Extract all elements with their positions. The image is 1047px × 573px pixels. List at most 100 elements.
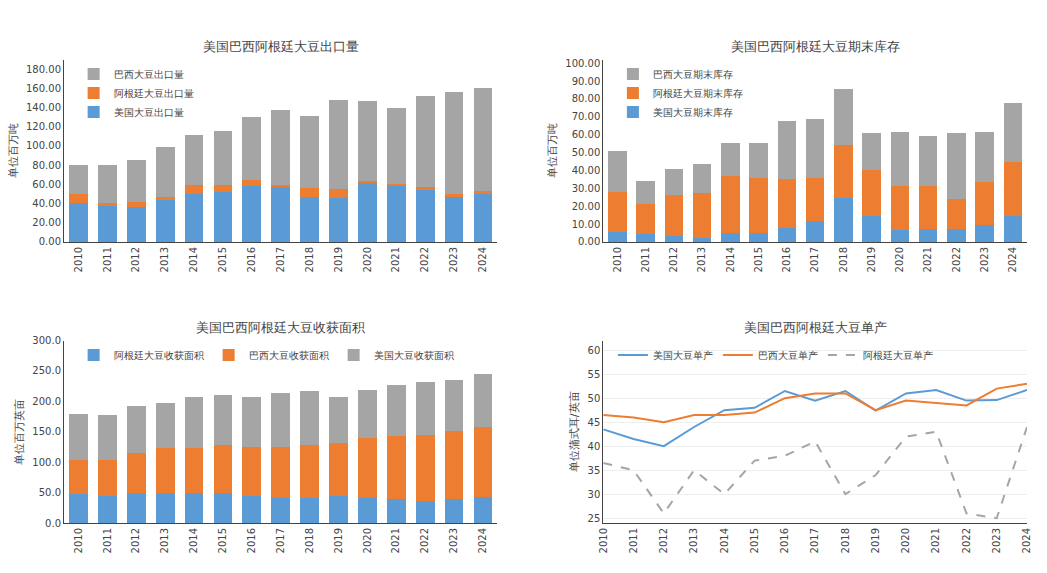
svg-text:80.00: 80.00 bbox=[572, 93, 601, 104]
svg-text:巴西大豆单产: 巴西大豆单产 bbox=[758, 350, 818, 361]
svg-text:2016: 2016 bbox=[779, 528, 790, 553]
svg-text:美国大豆期末库存: 美国大豆期末库存 bbox=[653, 107, 733, 118]
svg-text:200.0: 200.0 bbox=[32, 396, 61, 407]
svg-text:阿根廷大豆单产: 阿根廷大豆单产 bbox=[863, 350, 933, 361]
svg-text:160.00: 160.00 bbox=[26, 83, 61, 94]
svg-text:美国巴西阿根廷大豆出口量: 美国巴西阿根廷大豆出口量 bbox=[203, 39, 359, 54]
svg-text:50.00: 50.00 bbox=[572, 147, 601, 158]
svg-text:2011: 2011 bbox=[102, 247, 113, 272]
svg-text:90.00: 90.00 bbox=[572, 76, 601, 87]
svg-text:2016: 2016 bbox=[246, 528, 257, 553]
svg-text:2010: 2010 bbox=[612, 247, 623, 272]
svg-text:2022: 2022 bbox=[419, 247, 430, 272]
svg-text:2024: 2024 bbox=[477, 247, 488, 272]
svg-text:30: 30 bbox=[588, 489, 601, 500]
svg-text:2021: 2021 bbox=[390, 528, 401, 553]
svg-text:美国大豆收获面积: 美国大豆收获面积 bbox=[374, 350, 454, 361]
svg-text:45: 45 bbox=[588, 417, 601, 428]
svg-text:2012: 2012 bbox=[658, 528, 669, 553]
svg-text:巴西大豆出口量: 巴西大豆出口量 bbox=[114, 69, 184, 80]
svg-text:2022: 2022 bbox=[419, 528, 430, 553]
svg-text:2016: 2016 bbox=[781, 247, 792, 272]
svg-text:阿根廷大豆期末库存: 阿根廷大豆期末库存 bbox=[653, 88, 743, 99]
svg-text:0.00: 0.00 bbox=[39, 236, 61, 247]
svg-text:美国大豆出口量: 美国大豆出口量 bbox=[114, 107, 184, 118]
svg-text:40.00: 40.00 bbox=[32, 198, 61, 209]
svg-text:2018: 2018 bbox=[838, 247, 849, 272]
svg-text:140.00: 140.00 bbox=[26, 102, 61, 113]
svg-text:单位百万英亩: 单位百万英亩 bbox=[13, 399, 26, 465]
svg-text:2020: 2020 bbox=[900, 528, 911, 553]
svg-text:2021: 2021 bbox=[930, 528, 941, 553]
svg-text:150.0: 150.0 bbox=[32, 426, 61, 437]
svg-text:2024: 2024 bbox=[1007, 247, 1018, 272]
svg-text:2020: 2020 bbox=[894, 247, 905, 272]
svg-text:2014: 2014 bbox=[725, 247, 736, 272]
svg-text:2010: 2010 bbox=[73, 528, 84, 553]
svg-text:20.00: 20.00 bbox=[32, 217, 61, 228]
svg-text:60.00: 60.00 bbox=[32, 179, 61, 190]
svg-text:单位百万吨: 单位百万吨 bbox=[546, 123, 559, 178]
svg-text:2018: 2018 bbox=[304, 247, 315, 272]
svg-text:2018: 2018 bbox=[840, 528, 851, 553]
svg-text:美国大豆单产: 美国大豆单产 bbox=[653, 350, 713, 361]
svg-text:2018: 2018 bbox=[304, 528, 315, 553]
svg-text:2023: 2023 bbox=[991, 528, 1002, 553]
svg-text:2014: 2014 bbox=[719, 528, 730, 553]
svg-text:300.0: 300.0 bbox=[32, 335, 61, 346]
svg-text:2013: 2013 bbox=[159, 528, 170, 553]
svg-text:0.00: 0.00 bbox=[578, 236, 600, 247]
svg-text:50.0: 50.0 bbox=[39, 487, 61, 498]
svg-text:2021: 2021 bbox=[922, 247, 933, 272]
svg-text:40: 40 bbox=[588, 441, 601, 452]
svg-text:2012: 2012 bbox=[130, 528, 141, 553]
svg-text:2019: 2019 bbox=[866, 247, 877, 272]
svg-text:2013: 2013 bbox=[159, 247, 170, 272]
svg-text:2013: 2013 bbox=[688, 528, 699, 553]
svg-text:单位蒲式耳/英亩: 单位蒲式耳/英亩 bbox=[568, 391, 581, 472]
svg-text:2011: 2011 bbox=[102, 528, 113, 553]
svg-text:2014: 2014 bbox=[188, 528, 199, 553]
svg-text:250.0: 250.0 bbox=[32, 365, 61, 376]
svg-text:70.00: 70.00 bbox=[572, 111, 601, 122]
svg-text:60: 60 bbox=[588, 345, 601, 356]
svg-text:2012: 2012 bbox=[130, 247, 141, 272]
svg-text:巴西大豆期末库存: 巴西大豆期末库存 bbox=[653, 69, 733, 80]
svg-text:美国巴西阿根廷大豆单产: 美国巴西阿根廷大豆单产 bbox=[744, 320, 887, 335]
svg-text:2016: 2016 bbox=[246, 247, 257, 272]
svg-text:2019: 2019 bbox=[870, 528, 881, 553]
svg-text:2024: 2024 bbox=[1021, 528, 1032, 553]
svg-text:2023: 2023 bbox=[448, 247, 459, 272]
svg-text:2022: 2022 bbox=[961, 528, 972, 553]
svg-text:2015: 2015 bbox=[749, 528, 760, 553]
svg-text:2015: 2015 bbox=[753, 247, 764, 272]
svg-text:2014: 2014 bbox=[188, 247, 199, 272]
svg-text:阿根廷大豆收获面积: 阿根廷大豆收获面积 bbox=[114, 350, 204, 361]
svg-text:美国巴西阿根廷大豆期末库存: 美国巴西阿根廷大豆期末库存 bbox=[731, 39, 900, 54]
svg-text:2010: 2010 bbox=[598, 528, 609, 553]
svg-text:2012: 2012 bbox=[668, 247, 679, 272]
svg-text:2017: 2017 bbox=[275, 247, 286, 272]
svg-text:60.00: 60.00 bbox=[572, 129, 601, 140]
svg-text:2010: 2010 bbox=[73, 247, 84, 272]
svg-text:120.00: 120.00 bbox=[26, 121, 61, 132]
svg-text:2023: 2023 bbox=[979, 247, 990, 272]
svg-text:2017: 2017 bbox=[809, 247, 820, 272]
svg-text:30.00: 30.00 bbox=[572, 183, 601, 194]
svg-text:2015: 2015 bbox=[217, 528, 228, 553]
svg-text:25: 25 bbox=[588, 513, 601, 524]
svg-text:2020: 2020 bbox=[362, 247, 373, 272]
svg-text:100.0: 100.0 bbox=[32, 457, 61, 468]
svg-text:2023: 2023 bbox=[448, 528, 459, 553]
svg-text:2021: 2021 bbox=[390, 247, 401, 272]
svg-text:20.00: 20.00 bbox=[572, 201, 601, 212]
svg-text:单位百万吨: 单位百万吨 bbox=[7, 123, 20, 178]
svg-text:2019: 2019 bbox=[333, 247, 344, 272]
svg-text:巴西大豆收获面积: 巴西大豆收获面积 bbox=[249, 350, 329, 361]
svg-text:40.00: 40.00 bbox=[572, 165, 601, 176]
svg-text:2015: 2015 bbox=[217, 247, 228, 272]
svg-text:35: 35 bbox=[588, 465, 601, 476]
svg-text:2017: 2017 bbox=[275, 528, 286, 553]
svg-text:50: 50 bbox=[588, 393, 601, 404]
svg-text:2022: 2022 bbox=[951, 247, 962, 272]
